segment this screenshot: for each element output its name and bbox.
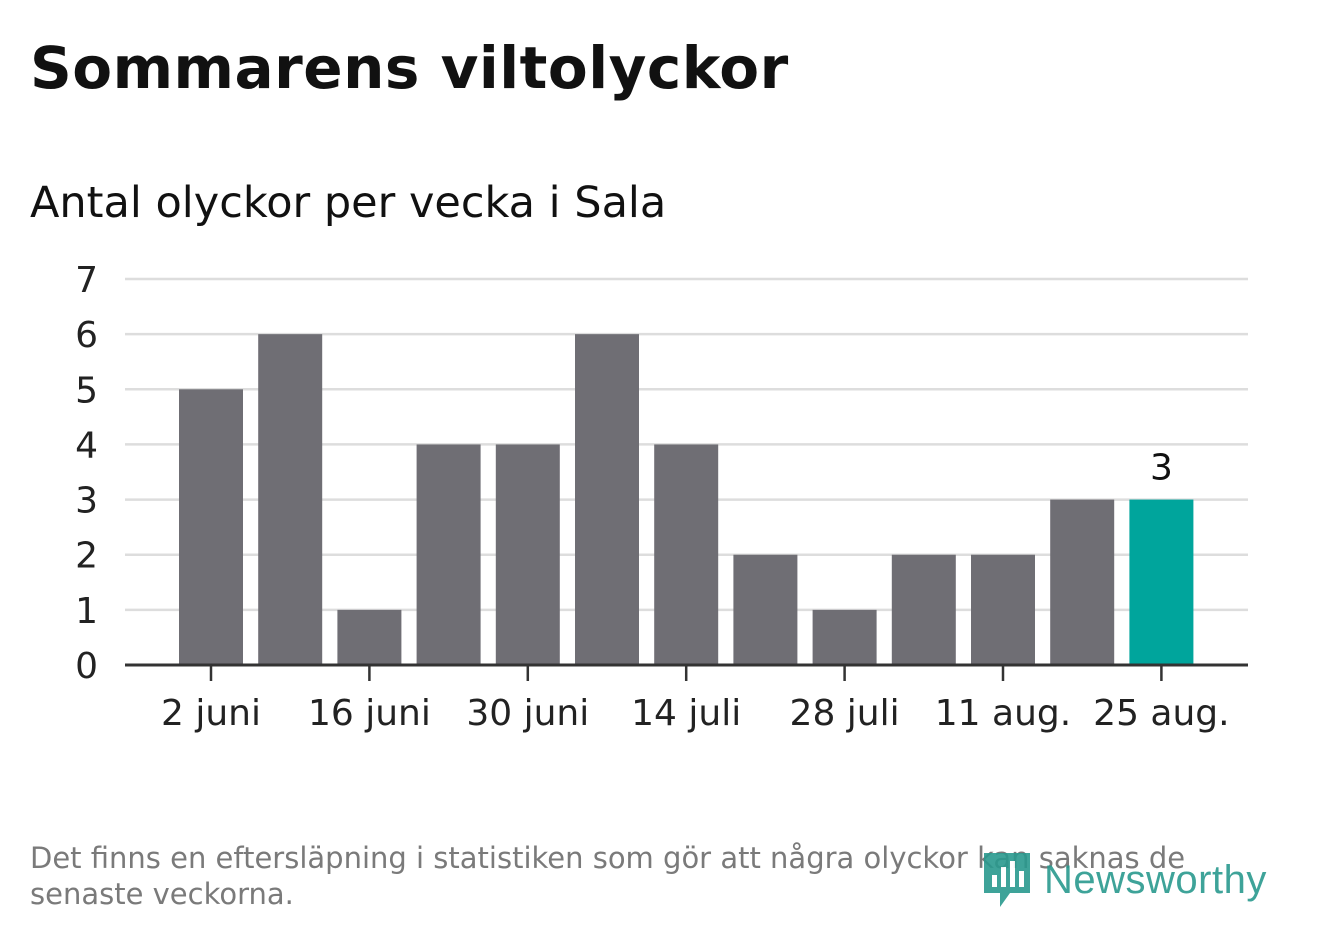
bar-chart: 0 1 2 3 4 5 6 7 3 2 juni 16 juni 30 juni 14 juli 28 j… xyxy=(75,260,1248,734)
logo-text: Newsworthy xyxy=(1044,857,1267,902)
bar-chart-speech-bubble-icon xyxy=(984,853,1030,907)
bar xyxy=(337,609,402,665)
bar xyxy=(495,444,560,665)
bar xyxy=(416,444,481,665)
x-tick-label: 2 juni xyxy=(161,693,261,734)
x-tick-label: 30 juni xyxy=(466,693,589,734)
bar xyxy=(258,334,323,665)
x-tick-label: 25 aug. xyxy=(1093,693,1229,734)
y-tick-label: 1 xyxy=(75,591,98,632)
y-tick-label: 7 xyxy=(75,260,98,301)
bar xyxy=(179,389,243,665)
highlight-data-label: 3 xyxy=(1150,448,1173,489)
y-tick-label: 0 xyxy=(75,646,98,687)
bar xyxy=(891,554,956,665)
bar xyxy=(812,609,877,665)
bar xyxy=(1050,499,1115,665)
bar xyxy=(733,554,798,665)
bar xyxy=(971,554,1035,665)
x-tick-label: 11 aug. xyxy=(935,693,1071,734)
y-tick-label: 2 xyxy=(75,536,98,577)
bar xyxy=(654,444,719,665)
y-tick-label: 4 xyxy=(75,425,98,466)
chart-subtitle: Antal olyckor per vecka i Sala xyxy=(30,178,667,228)
y-tick-label: 5 xyxy=(75,370,98,411)
x-tick-label: 14 juli xyxy=(631,693,741,734)
x-tick-label: 16 juni xyxy=(308,693,431,734)
chart-title: Sommarens viltolyckor xyxy=(30,34,789,102)
y-tick-label: 6 xyxy=(75,315,98,356)
bar xyxy=(1129,499,1194,665)
bar xyxy=(575,334,639,665)
newsworthy-logo: Newsworthy xyxy=(980,848,1300,912)
x-tick-label: 28 juli xyxy=(790,693,900,734)
y-tick-label: 3 xyxy=(75,481,98,522)
